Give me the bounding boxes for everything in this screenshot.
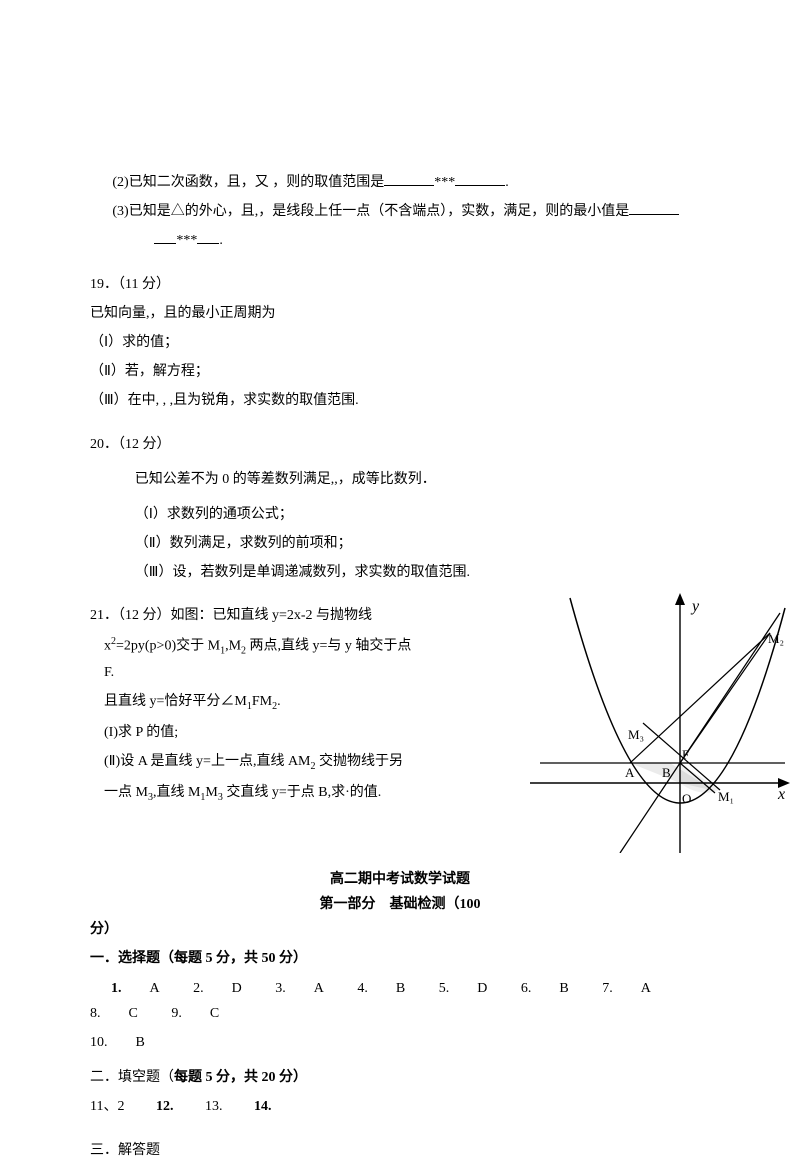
- section2-title: 二．填空题（每题 5 分，共 20 分）: [90, 1065, 710, 1090]
- q21-l4b: 交抛物线于另: [316, 754, 404, 769]
- answer-title: 高二期中考试数学试题: [90, 867, 710, 892]
- q20-title: 20．（12 分）: [90, 432, 710, 457]
- c6n: 6.: [521, 976, 532, 1001]
- fill-answers: 11、2 12. 13. 14.: [90, 1094, 710, 1119]
- fill-12: 12.: [156, 1099, 174, 1114]
- c7n: 7.: [602, 976, 613, 1001]
- q19-l4: （Ⅲ）在中, , ,且为锐角，求实数的取值范围.: [90, 388, 710, 413]
- svg-text:B: B: [662, 765, 671, 780]
- q21-l1b: =2py(p>0)交于 M: [116, 638, 220, 653]
- q21-l2a: 且直线 y=恰好平分∠M: [104, 694, 247, 709]
- q19-l1: 已知向量,，且的最小正周期为: [90, 301, 710, 326]
- svg-text:x: x: [777, 786, 785, 803]
- answer-subtitle: 第一部分 基础检测（100: [90, 892, 710, 917]
- q19-l2: （Ⅰ）求的值；: [90, 330, 710, 355]
- q21-x: x: [104, 638, 111, 653]
- q3-mid: ***: [176, 233, 197, 248]
- q21-l1: x2=2py(p>0)交于 M1,M2 两点,直线 y=与 y 轴交于点 F.: [90, 633, 420, 686]
- c10a: B: [136, 1030, 145, 1055]
- choice-answers: 1. A 2. D 3. A 4. B 5. D 6. B 7. A 8. C …: [90, 976, 710, 1026]
- question-3: (3)已知是△的外心，且,，是线段上任一点（不含端点），实数，满足，则的最小值是: [90, 199, 710, 224]
- question-21-container: 21．（12 分）如图：已知直线 y=2x-2 与抛物线 x2=2py(p>0)…: [90, 603, 710, 806]
- q20-l2: （Ⅰ）求数列的通项公式；: [90, 502, 710, 527]
- choice-answers-2: 10. B: [90, 1030, 710, 1055]
- question-2: (2)已知二次函数，且，又 ，则的取值范围是 ***.: [90, 170, 710, 195]
- c9n: 9.: [171, 1001, 182, 1026]
- sec2-bold: 每题 5 分，共 20 分）: [174, 1070, 307, 1085]
- c6a: B: [559, 976, 568, 1001]
- q2-mid: ***: [434, 175, 455, 190]
- q21-text-block: 21．（12 分）如图：已知直线 y=2x-2 与抛物线 x2=2py(p>0)…: [90, 603, 420, 806]
- q21-l1c: ,M: [225, 638, 241, 653]
- c4a: B: [396, 976, 405, 1001]
- svg-text:y: y: [690, 598, 700, 615]
- q2-text: (2)已知二次函数，且，又 ，则的取值范围是: [112, 175, 384, 190]
- section1-title: 一．选择题（每题 5 分，共 50 分）: [90, 946, 710, 971]
- q21-l2: 且直线 y=恰好平分∠M1FM2.: [90, 689, 420, 716]
- q19-title: 19．（11 分）: [90, 272, 710, 297]
- q20-l3: （Ⅱ）数列满足，求数列的前项和；: [90, 531, 710, 556]
- c5a: D: [477, 976, 487, 1001]
- c10n: 10.: [90, 1030, 108, 1055]
- q3-suffix: .: [219, 233, 223, 248]
- q21-l2c: .: [277, 694, 281, 709]
- q21-l4: (Ⅱ)设 A 是直线 y=上一点,直线 AM2 交抛物线于另: [90, 749, 420, 776]
- c5n: 5.: [439, 976, 450, 1001]
- c2a: D: [232, 976, 242, 1001]
- c7a: A: [641, 976, 651, 1001]
- q21-title: 21．（12 分）如图：已知直线 y=2x-2 与抛物线: [90, 603, 420, 628]
- q2-blank-right: [455, 172, 505, 186]
- q21-l5: 一点 M3,直线 M1M3 交直线 y=于点 B,求·的值.: [90, 780, 420, 807]
- q3-blank-mid-r: [197, 230, 219, 244]
- q21-l3: (I)求 P 的值;: [90, 720, 420, 745]
- svg-text:A: A: [625, 765, 635, 780]
- fill-14: 14.: [254, 1099, 272, 1114]
- c1n: 1.: [111, 976, 122, 1001]
- c1a: A: [150, 976, 160, 1001]
- c8n: 8.: [90, 1001, 101, 1026]
- q20-l4: （Ⅲ）设，若数列是单调递减数列，求实数的取值范围.: [90, 560, 710, 585]
- fill-13: 13.: [205, 1099, 223, 1114]
- c3a: A: [314, 976, 324, 1001]
- c4n: 4.: [357, 976, 368, 1001]
- section3-title: 三．解答题: [90, 1138, 710, 1163]
- c8a: C: [129, 1001, 138, 1026]
- q21-l5b: ,直线 M: [153, 785, 200, 800]
- q21-l5a: 一点 M: [104, 785, 148, 800]
- parabola-figure: y x O F A B M₁ M₂ M₃: [530, 593, 790, 853]
- svg-text:M₂: M₂: [768, 631, 784, 646]
- q21-l4a: (Ⅱ)设 A 是直线 y=上一点,直线 AM: [104, 754, 311, 769]
- q21-l5c: M: [205, 785, 217, 800]
- q3-blank-mid-l: [154, 230, 176, 244]
- q21-l2b: FM: [252, 694, 272, 709]
- svg-text:O: O: [682, 791, 691, 806]
- svg-text:M₁: M₁: [718, 789, 734, 804]
- q2-suffix: .: [505, 175, 509, 190]
- fill-11: 11、2: [90, 1099, 124, 1114]
- svg-text:F: F: [682, 747, 689, 762]
- c9a: C: [210, 1001, 219, 1026]
- svg-text:M₃: M₃: [628, 727, 644, 742]
- q20-l1: 已知公差不为 0 的等差数列满足,,，成等比数列．: [90, 467, 710, 492]
- question-3-cont: ***.: [90, 228, 710, 253]
- c2n: 2.: [193, 976, 204, 1001]
- q3-text: (3)已知是△的外心，且,，是线段上任一点（不含端点），实数，满足，则的最小值是: [112, 204, 629, 219]
- fen-label: 分）: [90, 917, 710, 942]
- q21-l5d: 交直线 y=于点 B,求·的值.: [223, 785, 381, 800]
- q2-blank-left: [384, 172, 434, 186]
- c3n: 3.: [275, 976, 286, 1001]
- q19-l3: （Ⅱ）若，解方程；: [90, 359, 710, 384]
- q3-blank-left: [629, 201, 679, 215]
